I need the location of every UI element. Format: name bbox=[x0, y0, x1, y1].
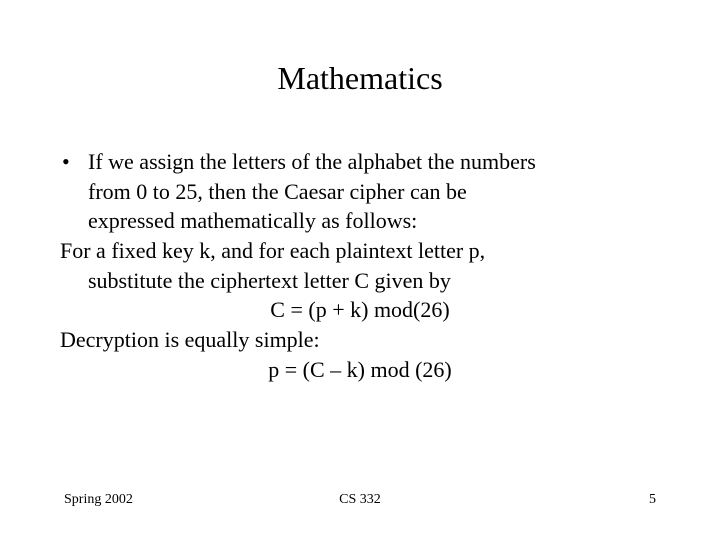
body-line: If we assign the letters of the alphabet… bbox=[88, 149, 536, 174]
bullet-marker: • bbox=[60, 147, 88, 177]
slide-container: Mathematics • If we assign the letters o… bbox=[0, 0, 720, 540]
footer-center: CS 332 bbox=[261, 492, 458, 508]
formula-line: p = (C – k) mod (26) bbox=[60, 355, 660, 385]
body-line: from 0 to 25, then the Caesar cipher can… bbox=[88, 179, 467, 204]
footer-right: 5 bbox=[459, 492, 656, 508]
body-line: For a fixed key k, and for each plaintex… bbox=[60, 236, 660, 266]
slide-body: • If we assign the letters of the alphab… bbox=[60, 147, 660, 492]
footer-left: Spring 2002 bbox=[64, 492, 261, 508]
body-line: substitute the ciphertext letter C given… bbox=[60, 266, 660, 296]
slide-footer: Spring 2002 CS 332 5 bbox=[60, 492, 660, 520]
body-line: Decryption is equally simple: bbox=[60, 325, 660, 355]
bullet-text: If we assign the letters of the alphabet… bbox=[88, 147, 660, 236]
slide-title: Mathematics bbox=[60, 60, 660, 97]
body-line: expressed mathematically as follows: bbox=[88, 208, 417, 233]
formula-line: C = (p + k) mod(26) bbox=[60, 295, 660, 325]
bullet-item: • If we assign the letters of the alphab… bbox=[60, 147, 660, 236]
